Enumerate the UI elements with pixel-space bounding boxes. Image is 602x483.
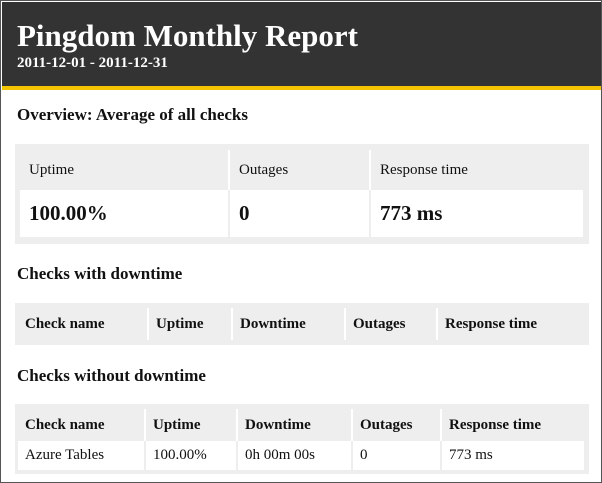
overview-col-outages: Outages — [230, 150, 371, 190]
with-downtime-panel: Check name Uptime Downtime Outages Respo… — [15, 303, 589, 345]
overview-col-uptime: Uptime — [20, 150, 230, 190]
col-downtime: Downtime — [233, 308, 346, 340]
col-check-name: Check name — [18, 308, 149, 340]
accent-stripe — [2, 86, 601, 90]
overview-header-row: Uptime Outages Response time — [20, 150, 583, 190]
with-downtime-heading: Checks with downtime — [17, 264, 183, 283]
with-downtime-header-row: Check name Uptime Downtime Outages Respo… — [18, 308, 584, 340]
without-downtime-panel: Check name Uptime Downtime Outages Respo… — [15, 404, 589, 474]
col-downtime: Downtime — [238, 409, 353, 441]
col-outages: Outages — [346, 308, 438, 340]
col-outages: Outages — [353, 409, 442, 441]
overview-panel: Uptime Outages Response time 100.00% 0 7… — [15, 144, 589, 244]
uptime-cell: 100.00% — [146, 441, 238, 470]
without-downtime-header-row: Check name Uptime Downtime Outages Respo… — [18, 409, 584, 441]
overview-outages-value: 0 — [230, 190, 371, 237]
table-row: Azure Tables 100.00% 0h 00m 00s 0 773 ms — [18, 441, 584, 470]
overview-value-row: 100.00% 0 773 ms — [20, 190, 583, 237]
outages-cell: 0 — [353, 441, 442, 470]
overview-response-time-value: 773 ms — [371, 190, 583, 237]
overview-heading: Overview: Average of all checks — [17, 105, 249, 124]
without-downtime-heading: Checks without downtime — [17, 366, 206, 385]
overview-table: Uptime Outages Response time 100.00% 0 7… — [20, 150, 583, 237]
report-title: Pingdom Monthly Report — [17, 18, 358, 53]
downtime-cell: 0h 00m 00s — [238, 441, 353, 470]
without-downtime-table: Check name Uptime Downtime Outages Respo… — [18, 409, 584, 470]
report-date-range: 2011-12-01 - 2011-12-31 — [17, 55, 168, 71]
overview-col-response-time: Response time — [371, 150, 583, 190]
response-time-cell: 773 ms — [442, 441, 584, 470]
overview-uptime-value: 100.00% — [20, 190, 230, 237]
col-uptime: Uptime — [149, 308, 233, 340]
col-check-name: Check name — [18, 409, 146, 441]
with-downtime-table: Check name Uptime Downtime Outages Respo… — [18, 308, 584, 340]
check-name-cell: Azure Tables — [18, 441, 146, 470]
report-header: Pingdom Monthly Report 2011-12-01 - 2011… — [2, 2, 601, 86]
col-response-time: Response time — [442, 409, 584, 441]
col-response-time: Response time — [438, 308, 584, 340]
col-uptime: Uptime — [146, 409, 238, 441]
